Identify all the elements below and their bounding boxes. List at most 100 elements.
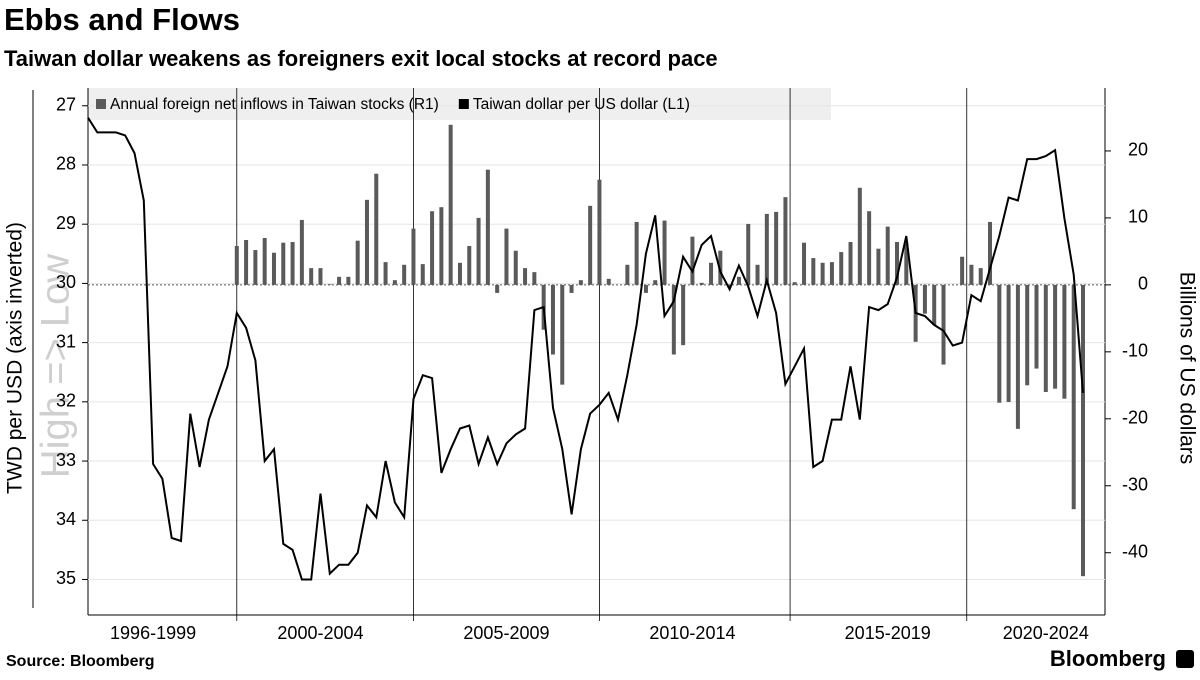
- bar: [1006, 284, 1011, 403]
- y-tick-label: 28: [56, 154, 76, 174]
- bar: [402, 264, 407, 285]
- x-tick-label: 2015-2019: [845, 623, 931, 643]
- bar: [681, 284, 686, 346]
- bar: [234, 246, 239, 285]
- bar: [253, 250, 258, 285]
- bar: [625, 264, 630, 285]
- bar: [978, 268, 983, 285]
- bar: [346, 276, 351, 285]
- bar: [588, 205, 593, 285]
- bar: [327, 284, 332, 285]
- bar: [690, 236, 695, 285]
- bar: [550, 284, 555, 355]
- bar: [709, 262, 714, 285]
- bar: [420, 264, 425, 285]
- bar: [244, 240, 249, 285]
- y2-tick-label: -10: [1122, 341, 1148, 361]
- bar: [941, 284, 946, 365]
- bar: [755, 264, 760, 285]
- bar: [448, 124, 453, 285]
- bar: [299, 219, 304, 285]
- y2-tick-label: -40: [1122, 541, 1148, 561]
- bar: [727, 284, 732, 288]
- bar: [318, 268, 323, 285]
- bar: [1043, 284, 1048, 393]
- chart-title: Ebbs and Flows: [4, 2, 240, 37]
- bar: [1053, 284, 1058, 389]
- source: Source: Bloomberg: [6, 653, 154, 670]
- y-tick-label: 29: [56, 213, 76, 233]
- bar: [430, 211, 435, 285]
- bar: [634, 221, 639, 285]
- y2-axis-label: Billions of US dollars: [1175, 272, 1198, 465]
- bar: [1015, 284, 1020, 429]
- y2-tick-label: -20: [1122, 408, 1148, 428]
- bar: [960, 256, 965, 285]
- y2-tick-label: -30: [1122, 475, 1148, 495]
- bar: [802, 242, 807, 285]
- bar: [597, 179, 602, 285]
- legend-label: Annual foreign net inflows in Taiwan sto…: [110, 96, 439, 113]
- bar: [848, 242, 853, 285]
- bar: [606, 278, 611, 285]
- bar: [1025, 284, 1030, 386]
- bar: [457, 262, 462, 285]
- bar: [309, 268, 314, 285]
- bar: [699, 282, 704, 285]
- bar: [988, 221, 993, 285]
- bar: [922, 284, 927, 314]
- bar: [290, 242, 295, 285]
- y2-tick-label: 10: [1128, 207, 1148, 227]
- x-tick-label: 2010-2014: [649, 623, 735, 643]
- y-tick-label: 35: [56, 568, 76, 588]
- y-tick-label: 33: [56, 450, 76, 470]
- bar: [392, 280, 397, 285]
- legend-swatch: [96, 99, 106, 109]
- bar: [829, 262, 834, 285]
- bar: [783, 197, 788, 285]
- bar: [271, 252, 276, 285]
- bar: [383, 262, 388, 285]
- bar: [839, 252, 844, 285]
- bar: [671, 284, 676, 355]
- bar: [904, 242, 909, 285]
- x-tick-label: 2020-2024: [1003, 623, 1089, 643]
- bar: [439, 207, 444, 285]
- bar: [262, 237, 267, 285]
- brand: Bloomberg: [1050, 646, 1166, 671]
- bar: [764, 213, 769, 285]
- bar: [867, 211, 872, 285]
- legend-swatch: [458, 99, 469, 109]
- bar: [932, 284, 937, 326]
- y-tick-label: 34: [56, 509, 76, 529]
- bar: [578, 280, 583, 285]
- axis-annotation: High => Low: [34, 254, 78, 479]
- x-tick-label: 2005-2009: [463, 623, 549, 643]
- y-axis-label: TWD per USD (axis inverted): [4, 222, 27, 494]
- bar: [281, 242, 286, 285]
- y-tick-label: 31: [56, 331, 76, 351]
- bar: [662, 220, 667, 285]
- y2-tick-label: 20: [1128, 140, 1148, 160]
- y-tick-label: 32: [56, 391, 76, 411]
- bar: [997, 284, 1002, 403]
- bar: [774, 211, 779, 285]
- bar: [411, 228, 416, 285]
- y-tick-label: 30: [56, 272, 76, 292]
- bar: [364, 199, 369, 285]
- bar: [1081, 284, 1085, 577]
- bar: [876, 248, 881, 285]
- bar: [374, 173, 379, 285]
- bar: [1034, 284, 1039, 369]
- bar: [513, 250, 518, 285]
- bar: [969, 264, 974, 285]
- legend-label: Taiwan dollar per US dollar (L1): [473, 96, 690, 113]
- bar: [485, 169, 490, 285]
- x-tick-label: 2000-2004: [277, 623, 363, 643]
- bar: [495, 284, 500, 293]
- bar: [476, 217, 481, 285]
- bar: [643, 284, 648, 293]
- bar: [653, 280, 658, 285]
- bar: [1071, 284, 1076, 510]
